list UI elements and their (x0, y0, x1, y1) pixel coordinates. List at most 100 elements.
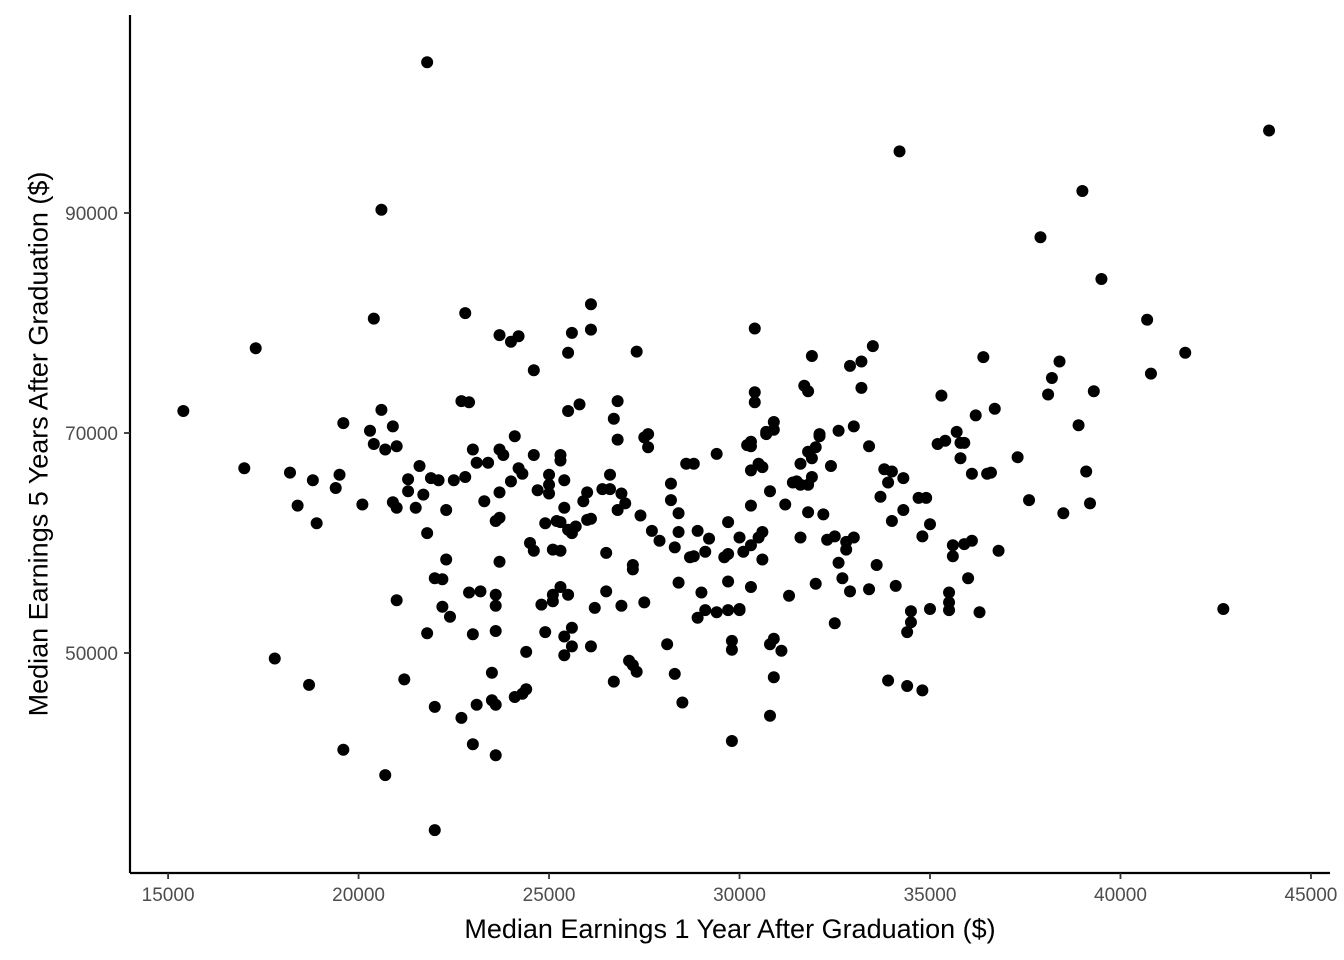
data-point (428, 700, 441, 713)
data-point (733, 531, 746, 544)
data-point (783, 589, 796, 602)
x-tick-label: 15000 (142, 885, 195, 906)
data-point (565, 640, 578, 653)
data-point (725, 735, 738, 747)
data-point (870, 559, 883, 571)
data-point (802, 506, 815, 519)
data-point (584, 323, 597, 336)
data-point (779, 498, 792, 511)
data-point (440, 553, 453, 566)
data-point (676, 696, 689, 709)
data-point (364, 424, 376, 437)
data-point (897, 504, 910, 516)
y-tick-label: 70000 (65, 424, 118, 445)
data-point (485, 666, 498, 679)
data-point (973, 606, 986, 619)
data-point (584, 512, 597, 525)
data-point (1053, 355, 1066, 368)
data-point (1095, 273, 1108, 285)
data-point (1141, 313, 1154, 326)
data-point (440, 504, 453, 516)
x-tick-label: 25000 (523, 885, 576, 906)
data-point (573, 398, 586, 411)
data-point (337, 417, 350, 430)
data-point (1042, 388, 1055, 401)
y-tick-label: 90000 (65, 204, 118, 225)
data-point (493, 486, 506, 499)
data-point (847, 420, 860, 433)
data-point (604, 483, 616, 496)
data-point (455, 711, 468, 724)
data-point (744, 499, 757, 512)
data-point (885, 465, 898, 478)
data-point (558, 501, 571, 514)
data-point (767, 671, 780, 684)
data-point (558, 649, 571, 662)
data-point (600, 585, 613, 598)
x-tick-label: 45000 (1285, 885, 1338, 906)
data-point (710, 606, 723, 619)
data-point (748, 386, 761, 399)
data-point (463, 396, 476, 409)
data-point (562, 405, 575, 417)
data-point (1011, 451, 1024, 464)
data-point (463, 586, 476, 599)
data-point (459, 471, 472, 483)
data-point (866, 340, 879, 353)
data-point (984, 466, 997, 479)
data-point (569, 520, 582, 533)
data-point (744, 581, 757, 593)
data-point (466, 628, 479, 641)
data-point (516, 467, 529, 480)
data-point (672, 526, 685, 538)
x-axis-ticks: 15000 20000 25000 30000 35000 40000 45000 (142, 873, 1338, 906)
data-point (615, 599, 628, 612)
data-point (489, 698, 502, 711)
data-point (630, 345, 643, 358)
data-point (764, 709, 776, 722)
data-point (725, 643, 738, 656)
data-point (607, 412, 620, 425)
data-point (588, 601, 601, 614)
data-point (466, 443, 479, 456)
data-point (543, 468, 556, 481)
data-point (459, 307, 472, 320)
data-point (489, 588, 502, 601)
data-point (1072, 419, 1085, 432)
data-point (543, 478, 556, 491)
data-point (1263, 124, 1276, 137)
data-point (992, 544, 1005, 557)
data-point (901, 626, 914, 639)
data-point (604, 468, 616, 481)
data-point (802, 385, 815, 398)
data-point (390, 440, 403, 453)
data-point (1045, 372, 1058, 384)
data-point (920, 491, 933, 504)
x-axis-title: Median Earnings 1 Year After Graduation … (464, 914, 995, 944)
data-point (546, 595, 559, 608)
data-point (775, 644, 788, 657)
data-point (268, 652, 281, 665)
data-point (527, 364, 540, 377)
data-point (1217, 603, 1230, 615)
data-point (409, 501, 422, 514)
data-point (722, 604, 735, 617)
data-point (916, 684, 929, 697)
data-point (744, 440, 757, 453)
data-point (756, 461, 769, 474)
data-point (642, 441, 655, 454)
data-point (565, 326, 578, 339)
data-point (946, 539, 959, 552)
data-point (882, 674, 895, 687)
data-point (661, 638, 674, 651)
data-point (428, 824, 441, 837)
data-point (924, 603, 936, 615)
data-point (874, 490, 887, 503)
data-point (177, 405, 190, 417)
data-point (626, 559, 639, 571)
data-point (508, 430, 521, 443)
data-point (672, 507, 685, 520)
data-point (809, 577, 822, 590)
data-point (558, 630, 571, 643)
data-point (489, 625, 502, 637)
